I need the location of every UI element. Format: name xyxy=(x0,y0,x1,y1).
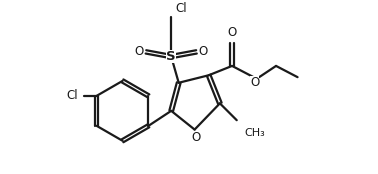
Text: O: O xyxy=(135,45,144,58)
Text: O: O xyxy=(228,26,237,39)
Text: S: S xyxy=(166,50,176,63)
Text: O: O xyxy=(192,130,201,144)
Text: Cl: Cl xyxy=(66,89,78,102)
Text: O: O xyxy=(198,45,208,58)
Text: Cl: Cl xyxy=(175,2,187,15)
Text: CH₃: CH₃ xyxy=(244,128,265,138)
Text: O: O xyxy=(250,76,259,89)
